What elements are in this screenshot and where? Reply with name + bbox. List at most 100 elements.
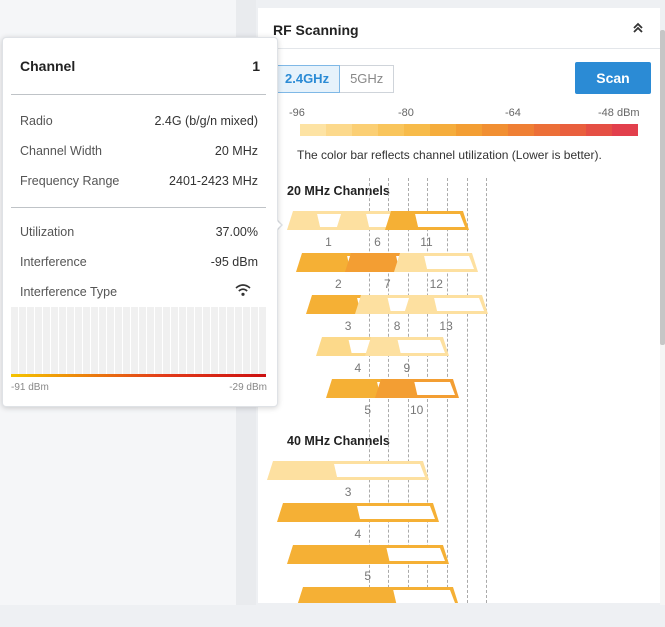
- channel-bar-12[interactable]: [394, 253, 479, 272]
- spectrum-column: [171, 307, 178, 375]
- tab-5ghz[interactable]: 5GHz: [340, 65, 395, 93]
- spectrum-column: [219, 307, 226, 375]
- channel-label: 4: [354, 361, 362, 375]
- grid-line: [467, 178, 468, 603]
- divider: [11, 94, 266, 95]
- color-bar-segment: [456, 124, 482, 136]
- channel-label: 9: [403, 361, 411, 375]
- scale-tick: -64: [505, 107, 521, 119]
- color-bar-segment: [378, 124, 404, 136]
- spectrum-column: [107, 307, 114, 375]
- channel-label: 2: [334, 277, 342, 291]
- tooltip-channel-label: Channel: [20, 58, 76, 74]
- rssi-max-label: -29 dBm: [229, 382, 267, 393]
- scale-tick: -96: [289, 107, 305, 119]
- color-bar-segment: [352, 124, 378, 136]
- bottom-strip: [0, 605, 665, 627]
- row-value: 2.4G (b/g/n mixed): [154, 114, 258, 128]
- spectrum-column: [91, 307, 98, 375]
- spectrum-column: [131, 307, 138, 375]
- rssi-gradient-bar: [11, 374, 266, 377]
- channel-bar-10[interactable]: [374, 379, 459, 398]
- interference-spectrum: [11, 307, 266, 375]
- spectrum-column: [139, 307, 146, 375]
- channel-bar-5[interactable]: [286, 545, 449, 564]
- channel-bar-3[interactable]: [267, 461, 430, 480]
- spectrum-column: [195, 307, 202, 375]
- spectrum-column: [203, 307, 210, 375]
- scale-tick: -80: [398, 107, 414, 119]
- spectrum-column: [259, 307, 266, 375]
- color-bar-segment: [560, 124, 586, 136]
- channel-label: 7: [383, 277, 391, 291]
- row-key: Channel Width: [20, 144, 102, 158]
- channel-label: 12: [429, 277, 443, 291]
- channel-bar-6[interactable]: [297, 587, 459, 603]
- row-key: Radio: [20, 114, 53, 128]
- spectrum-column: [235, 307, 242, 375]
- spectrum-column: [19, 307, 26, 375]
- tooltip-pointer-fill: [275, 219, 281, 231]
- rf-scanning-panel: RF Scanning 2.4GHz 5GHz Scan -96 -80 -64…: [258, 8, 660, 603]
- channel-label: 1: [325, 235, 332, 249]
- spectrum-column: [67, 307, 74, 375]
- color-bar-segment: [586, 124, 612, 136]
- spectrum-column: [187, 307, 194, 375]
- scrollbar-thumb[interactable]: [660, 30, 665, 345]
- band-tabs: 2.4GHz 5GHz: [274, 65, 395, 93]
- channel-label: 13: [439, 319, 453, 333]
- panel-header: RF Scanning: [258, 8, 660, 49]
- channel-detail-tooltip: Channel 1 Radio 2.4G (b/g/n mixed) Chann…: [2, 37, 278, 407]
- channel-label: 6: [374, 235, 381, 249]
- spectrum-column: [155, 307, 162, 375]
- row-key: Interference: [20, 255, 87, 269]
- scan-button[interactable]: Scan: [575, 62, 651, 94]
- divider: [11, 207, 266, 208]
- spectrum-column: [35, 307, 42, 375]
- channel-label: 8: [393, 319, 401, 333]
- utilization-color-bar: [300, 124, 638, 136]
- color-bar-note: The color bar reflects channel utilizati…: [297, 148, 602, 162]
- tab-2-4ghz[interactable]: 2.4GHz: [274, 65, 341, 93]
- row-value: -95 dBm: [210, 255, 258, 269]
- channel-label: 5: [364, 403, 372, 417]
- row-value: 37.00%: [215, 225, 258, 239]
- spectrum-column: [123, 307, 130, 375]
- scale-tick: -48 dBm: [598, 107, 640, 119]
- color-bar-segment: [326, 124, 352, 136]
- spectrum-column: [243, 307, 250, 375]
- channel-bar-11[interactable]: [384, 211, 469, 230]
- color-bar-segment: [430, 124, 456, 136]
- channel-bar-13[interactable]: [404, 295, 489, 314]
- row-key: Interference Type: [20, 285, 118, 299]
- double-chevron-up-icon[interactable]: [630, 20, 646, 36]
- channel-label: 4: [354, 527, 362, 541]
- channel-label: 3: [344, 485, 352, 499]
- row-value: 20 MHz: [214, 144, 258, 158]
- color-bar-segment: [534, 124, 560, 136]
- row-value: 2401-2423 MHz: [169, 174, 258, 188]
- spectrum-column: [27, 307, 34, 375]
- panel-title: RF Scanning: [273, 22, 359, 38]
- spectrum-column: [179, 307, 186, 375]
- channel-bar-4[interactable]: [276, 503, 439, 522]
- spectrum-column: [75, 307, 82, 375]
- color-bar-segment: [404, 124, 430, 136]
- channel-bar-9[interactable]: [364, 337, 449, 356]
- channel-label: 3: [344, 319, 352, 333]
- spectrum-column: [51, 307, 58, 375]
- spectrum-column: [251, 307, 258, 375]
- section-title-40mhz: 40 MHz Channels: [287, 434, 390, 448]
- spectrum-column: [211, 307, 218, 375]
- spectrum-column: [227, 307, 234, 375]
- spectrum-column: [43, 307, 50, 375]
- color-bar-segment: [300, 124, 326, 136]
- row-key: Utilization: [20, 225, 75, 239]
- grid-line: [486, 178, 487, 603]
- channel-label: 5: [364, 569, 372, 583]
- spectrum-column: [83, 307, 90, 375]
- color-bar-segment: [482, 124, 508, 136]
- spectrum-column: [99, 307, 106, 375]
- rssi-min-label: -91 dBm: [11, 382, 49, 393]
- channel-label: 11: [420, 235, 433, 249]
